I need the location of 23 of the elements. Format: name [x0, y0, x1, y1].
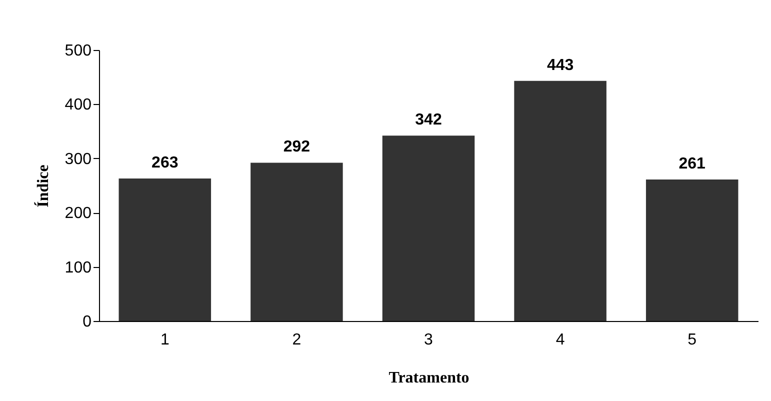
bar [382, 136, 475, 321]
y-axis-title: Índice [34, 164, 52, 208]
y-tick-label: 300 [64, 150, 92, 168]
x-tick-label: 1 [160, 332, 170, 348]
y-tick-label: 400 [64, 96, 92, 114]
data-label: 342 [415, 112, 442, 129]
data-label: 263 [152, 154, 178, 172]
y-tick-label: 100 [64, 259, 92, 276]
x-tick-label: 4 [556, 332, 565, 348]
data-label: 292 [283, 138, 310, 156]
x-axis-title: Tratamento [388, 370, 470, 386]
bar [250, 162, 343, 321]
bar [646, 180, 738, 321]
x-tick-label: 3 [424, 332, 434, 348]
x-tick-label: 5 [688, 332, 697, 348]
bar [118, 178, 212, 321]
x-tick-label: 2 [292, 332, 302, 348]
y-tick-label: 200 [64, 205, 92, 222]
data-label: 261 [678, 156, 706, 173]
bar [514, 80, 606, 321]
data-label: 443 [546, 56, 574, 74]
y-tick-label: 0 [82, 314, 92, 330]
y-tick-label: 500 [64, 42, 92, 60]
